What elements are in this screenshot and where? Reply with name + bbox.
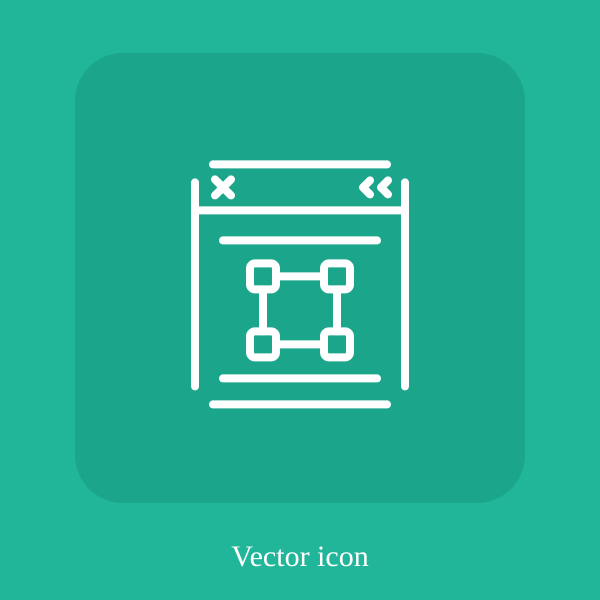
- caption-text: Vector icon: [0, 540, 600, 574]
- browser-bounding-box-icon: [185, 154, 415, 414]
- canvas: Vector icon: [0, 0, 600, 600]
